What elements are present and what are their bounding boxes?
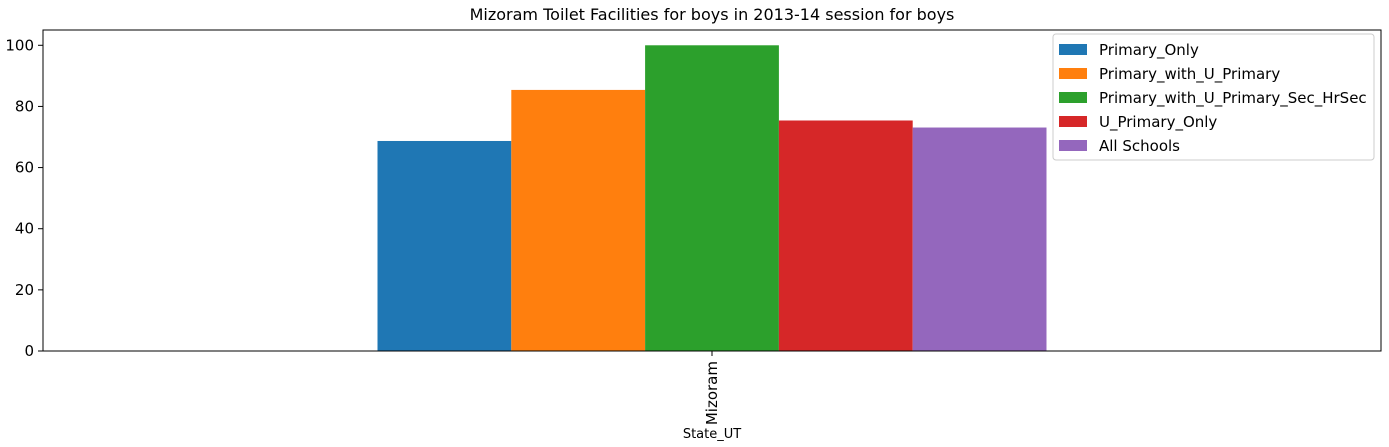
plot-area: Mizoram 0 20 40 60 80 100 Primary_Only Primary_w… (5, 29, 1382, 425)
legend-label: All Schools (1099, 137, 1180, 155)
legend-swatch (1059, 44, 1087, 55)
legend: Primary_Only Primary_with_U_Primary Primar… (1052, 33, 1375, 161)
legend-swatch (1059, 140, 1087, 151)
bar-primary-only (377, 140, 512, 351)
y-tick-label: 100 (5, 36, 34, 54)
chart-title: Mizoram Toilet Facilities for boys in 20… (470, 5, 955, 24)
y-tick-label: 60 (15, 159, 34, 177)
legend-label: Primary_Only (1099, 41, 1199, 60)
legend-box (1052, 33, 1375, 161)
legend-label: U_Primary_Only (1099, 113, 1217, 132)
bar-primary-with-u-primary-sec-hrsec (645, 45, 779, 352)
bar-u-primary-only (778, 120, 913, 352)
legend-swatch (1059, 92, 1087, 103)
x-tick-label: Mizoram (703, 361, 721, 425)
legend-swatch (1059, 68, 1087, 79)
bar-all-schools (912, 127, 1047, 351)
y-tick-label: 80 (15, 97, 34, 115)
y-tick-label: 0 (24, 342, 34, 360)
axes-frame (42, 29, 1382, 352)
y-tick-label: 40 (15, 220, 34, 238)
x-axis-title: State_UT (683, 427, 741, 442)
legend-swatch (1059, 116, 1087, 127)
legend-label: Primary_with_U_Primary (1099, 65, 1280, 84)
bar-primary-with-u-primary (511, 89, 646, 352)
y-tick-label: 20 (15, 281, 34, 299)
legend-label: Primary_with_U_Primary_Sec_HrSec (1099, 89, 1367, 108)
